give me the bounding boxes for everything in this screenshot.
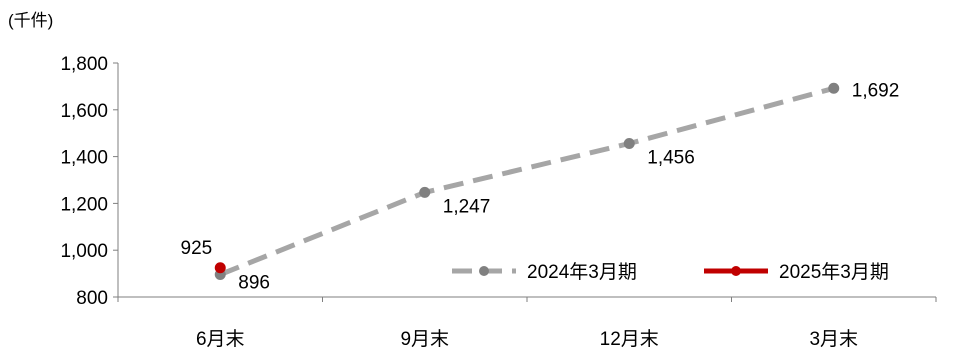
- data-label: 896: [238, 273, 270, 294]
- legend-label: 2025年3月期: [779, 261, 889, 283]
- data-label: 925: [181, 238, 213, 259]
- series-line: [219, 85, 835, 277]
- data-point-marker: [828, 82, 840, 94]
- legend-label: 2024年3月期: [527, 261, 637, 283]
- legend-marker-swatch: [479, 266, 489, 276]
- x-axis: 6月末 9月末 12月末 3月末: [117, 296, 937, 350]
- data-point-marker: [419, 186, 431, 198]
- y-tick-label: 800: [76, 288, 108, 309]
- series-layer: [214, 82, 840, 281]
- data-point-marker: [214, 262, 226, 274]
- x-tick-label: 3月末: [809, 328, 858, 350]
- legend: 2024年3月期 2025年3月期: [452, 261, 889, 283]
- y-axis: 800 1,000 1,200 1,400 1,600 1,800: [60, 54, 119, 309]
- y-axis-unit-label: (千件): [8, 11, 53, 30]
- y-tick-label: 1,200: [60, 194, 108, 215]
- x-tick-label: 9月末: [400, 328, 449, 350]
- legend-item: 2025年3月期: [704, 261, 889, 283]
- y-tick-label: 1,000: [60, 241, 108, 262]
- data-labels-layer: 896 1,247 1,456 1,692 925: [181, 80, 900, 293]
- legend-marker-swatch: [731, 266, 741, 276]
- data-label: 1,247: [443, 196, 491, 217]
- x-tick-label: 12月末: [600, 328, 659, 350]
- y-tick-label: 1,800: [60, 54, 108, 75]
- y-tick-label: 1,600: [60, 101, 108, 122]
- data-label: 1,456: [647, 147, 695, 168]
- legend-item: 2024年3月期: [452, 261, 637, 283]
- data-label: 1,692: [852, 80, 900, 101]
- x-tick-label: 6月末: [196, 328, 245, 350]
- y-tick-label: 1,400: [60, 148, 108, 169]
- data-point-marker: [623, 137, 635, 149]
